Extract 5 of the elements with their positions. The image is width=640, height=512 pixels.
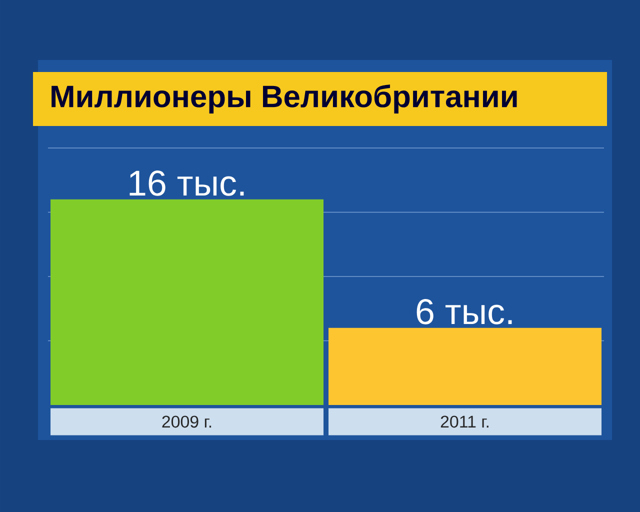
data-label: 16 тыс. — [130, 170, 244, 196]
data-label: 6 тыс. — [416, 298, 512, 324]
chart-title: Миллионеры Великобритании — [52, 84, 517, 114]
x-tick-label: 2009 г. — [162, 416, 212, 428]
x-tick-label: 2011 г. — [440, 416, 488, 428]
